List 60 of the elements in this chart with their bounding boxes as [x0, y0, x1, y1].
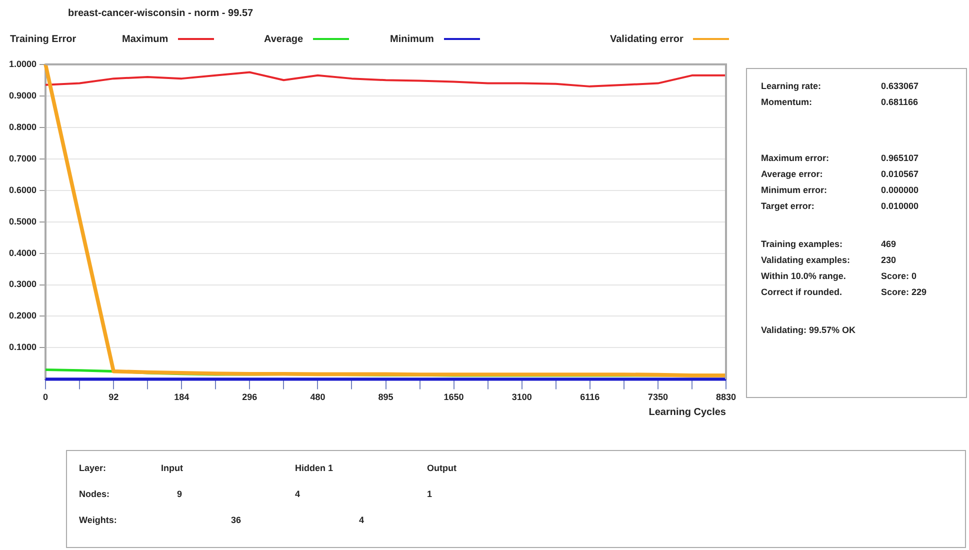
legend-title: Training Error	[10, 34, 76, 45]
text: Input	[161, 463, 183, 473]
text: Weights:	[79, 515, 117, 525]
y-tick-label: 0.5000	[8, 216, 37, 226]
x-tick-label: 8830	[716, 392, 736, 402]
x-tick-label: 7350	[648, 392, 668, 402]
text: Validating examples:	[761, 255, 850, 265]
text: 36	[231, 515, 242, 525]
text: 469	[881, 239, 896, 249]
x-tick-label: 6116	[580, 392, 600, 402]
x-axis-title: Learning Cycles	[648, 406, 726, 418]
text: 0.965107	[881, 153, 919, 163]
text: Nodes:	[79, 489, 110, 499]
text: Momentum:	[761, 97, 812, 107]
text: 1	[427, 489, 432, 499]
text: Score: 0	[881, 271, 917, 281]
text: Hidden 1	[295, 463, 334, 473]
text: 0.681166	[881, 97, 918, 107]
x-tick-label: 0	[43, 392, 48, 402]
x-tick-label: 296	[242, 392, 258, 402]
y-tick-label: 0.8000	[8, 122, 37, 132]
text: Training examples:	[761, 239, 843, 249]
text: 0.010000	[881, 201, 919, 211]
text: Layer:	[79, 463, 106, 473]
y-tick-label: 0.9000	[8, 90, 37, 100]
x-tick-label: 480	[310, 392, 326, 402]
legend-label: Maximum	[122, 34, 168, 45]
x-tick-label: 895	[378, 392, 394, 402]
text: 0.010567	[881, 169, 919, 179]
text: 4	[359, 515, 364, 525]
y-tick-label: 0.7000	[8, 153, 37, 164]
y-tick-label: 0.3000	[8, 279, 37, 290]
text: 9	[177, 489, 182, 499]
y-tick-label: 0.6000	[8, 184, 37, 195]
x-tick-label: 1650	[444, 392, 464, 402]
text: Output	[427, 463, 456, 473]
chart-title: breast-cancer-wisconsin - norm - 99.57	[68, 8, 254, 19]
text: Score: 229	[881, 287, 927, 297]
text: 0.633067	[881, 81, 919, 91]
text: 0.000000	[881, 185, 919, 195]
text: Validating: 99.57% OK	[761, 325, 856, 335]
text: Maximum error:	[761, 153, 830, 163]
y-tick-label: 1.0000	[8, 58, 37, 69]
legend-label: Average	[264, 34, 304, 45]
legend-label: Minimum	[390, 34, 434, 45]
text: Correct if rounded.	[761, 287, 842, 297]
x-tick-label: 92	[108, 392, 119, 402]
text: Average error:	[761, 169, 823, 179]
text: Within 10.0% range.	[761, 271, 846, 281]
text: Target error:	[761, 201, 814, 211]
text: Learning rate:	[761, 81, 822, 91]
text: 230	[881, 255, 896, 265]
text: Minimum error:	[761, 185, 828, 195]
y-tick-label: 0.2000	[8, 310, 37, 321]
y-tick-label: 0.1000	[8, 342, 37, 352]
x-tick-label: 3100	[512, 392, 532, 402]
x-tick-label: 184	[174, 392, 190, 402]
legend-label: Validating error	[610, 34, 684, 45]
text: 4	[295, 489, 300, 499]
y-tick-label: 0.4000	[8, 248, 37, 258]
